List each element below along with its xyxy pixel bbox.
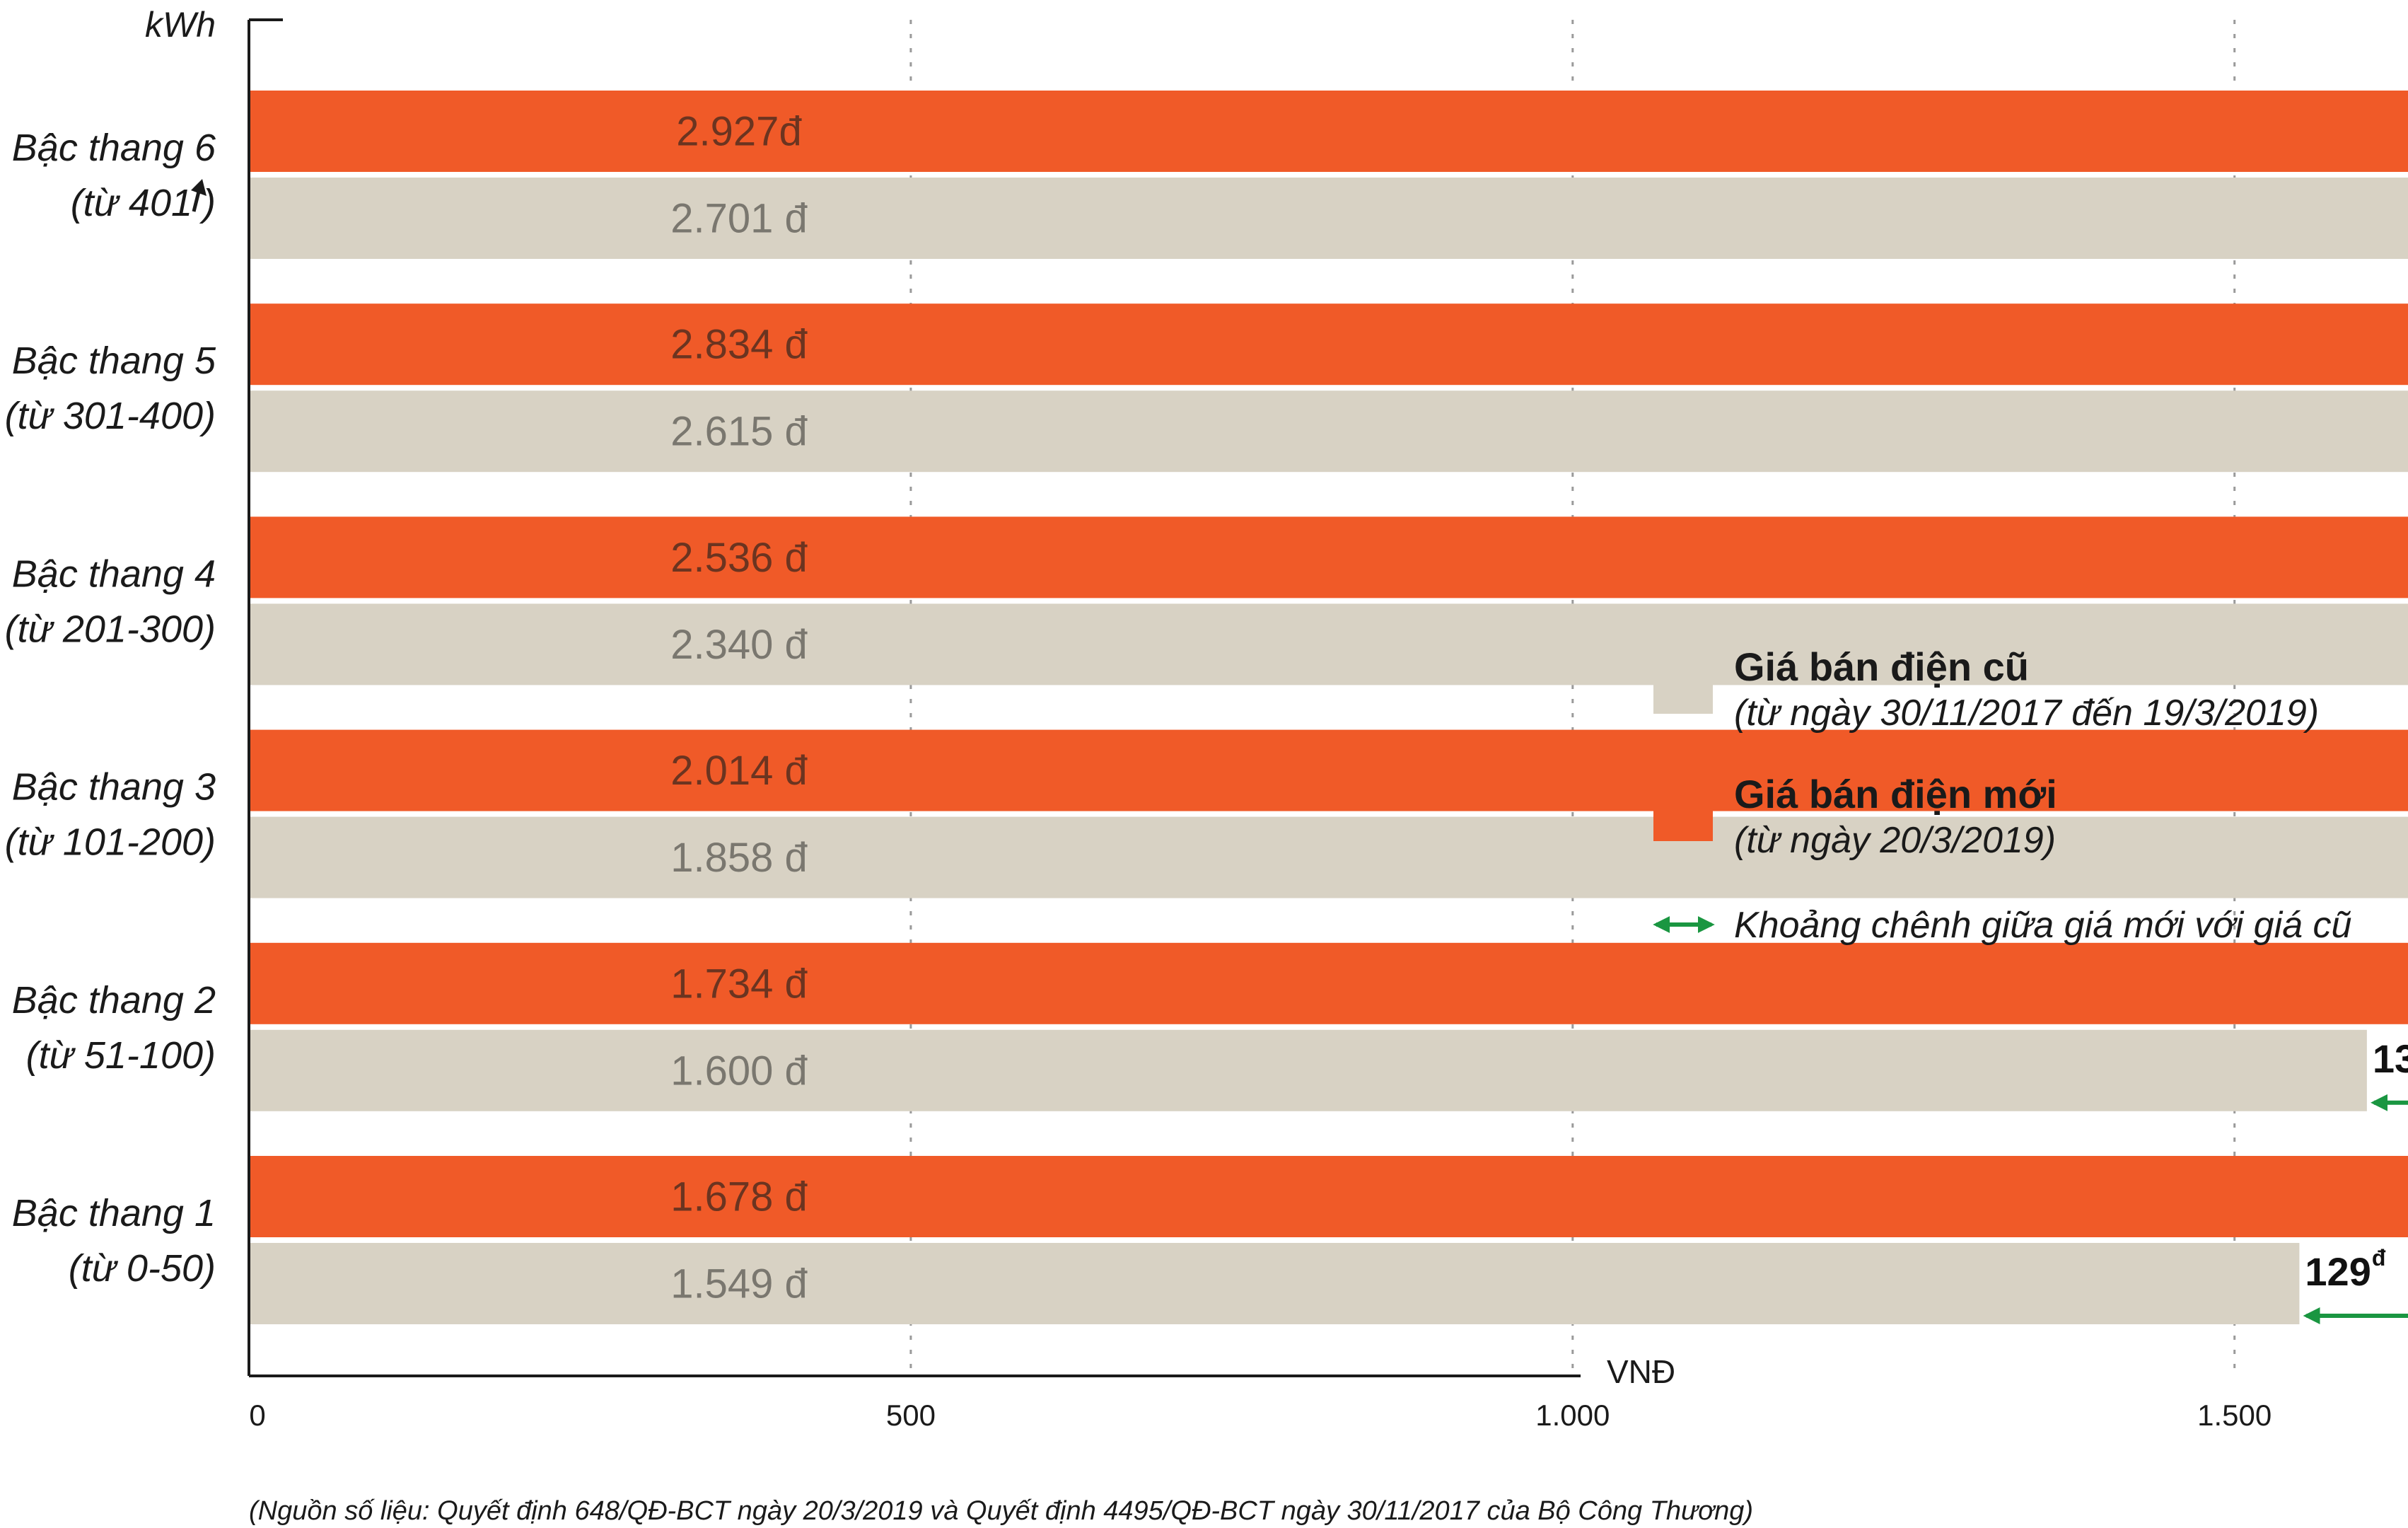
bar-new-label: 1.734 đ [670,961,808,1007]
tier-range: (từ 51-100) [26,1034,216,1077]
difference-value: 134 [2373,1036,2408,1081]
bar-new-price [250,1156,2408,1237]
tier-name: Bậc thang 6 [12,127,216,169]
y-axis-unit: kWh [145,5,216,45]
bar-new-price [250,729,2408,811]
difference-unit: đ [2372,1245,2386,1271]
bar-old-label: 2.615 đ [670,409,808,455]
x-axis-unit: VNĐ [1607,1353,1675,1390]
legend-arrow-text: Khoảng chênh giữa giá mới với giá cũ [1734,905,2351,946]
tier-labels: Bậc thang 6 (từ 401 ) Bậc thang 5 (từ 301-4… [5,127,216,1290]
x-tick-label: 1.500 [2197,1399,2272,1432]
tier-range: (từ 101-200) [5,821,216,864]
bar-old-price [250,390,2408,473]
bar-old-label: 2.701 đ [670,196,808,242]
bar-new-price [250,91,2408,172]
x-tick-label: 1.000 [1535,1399,1610,1432]
tier-range: (từ 301-400) [5,395,216,437]
difference-value: 129 [2305,1249,2371,1294]
source-note: (Nguồn số liệu: Quyết định 648/QĐ-BCT ng… [249,1496,1753,1526]
bar-new-label: 2.536 đ [670,535,808,581]
tier-name: Bậc thang 5 [12,340,216,382]
bar-old-price [250,178,2408,259]
legend-swatch-old [1653,654,1713,714]
bar-old-label: 1.600 đ [670,1048,808,1094]
tier-range: (từ 201-300) [5,608,216,650]
up-arrow-icon [191,179,207,212]
tier-name: Bậc thang 4 [12,552,216,595]
bar-old-price [250,603,2408,685]
bar-new-label: 1.678 đ [670,1174,808,1220]
legend-swatch-new [1653,782,1713,841]
difference-annotations: 226đ8.36%219đ8.37%196đ8.37%156đ8.39%134đ… [2303,1036,2408,1324]
bar-group: 2.927đ 2.701 đ 2.834 đ 2.615 đ 2.536 đ 2.340 … [250,91,2408,1324]
tier-name: Bậc thang 1 [12,1192,216,1234]
legend-new-subtitle: (từ ngày 20/3/2019) [1734,820,2056,861]
legend-old-title: Giá bán điện cũ [1734,644,2029,689]
legend-old-subtitle: (từ ngày 30/11/2017 đến 19/3/2019) [1734,693,2319,734]
bar-new-label: 2.014 đ [670,748,808,794]
tier-range: (từ 0-50) [69,1247,216,1290]
bar-new-price [250,516,2408,598]
legend-new-title: Giá bán điện mới [1734,772,2057,816]
bar-new-label: 2.927đ [676,109,802,155]
bar-new-price [250,942,2408,1024]
bar-old-price [250,1029,2367,1111]
bar-old-label: 1.549 đ [670,1261,808,1307]
tier-name: Bậc thang 2 [12,979,216,1021]
x-tick-label: 0 [249,1399,265,1432]
bar-new-label: 2.834 đ [670,322,808,368]
tier-name: Bậc thang 3 [12,766,216,809]
bar-old-price [250,1243,2300,1324]
bar-old-label: 2.340 đ [670,622,808,668]
bar-old-price [250,816,2408,898]
bar-new-price [250,303,2408,386]
legend: Giá bán điện cũ (từ ngày 30/11/2017 đến … [1653,644,2351,946]
bar-old-label: 1.858 đ [670,835,808,881]
tier-range: (từ 401 ) [71,182,216,224]
x-tick-label: 500 [886,1399,936,1432]
